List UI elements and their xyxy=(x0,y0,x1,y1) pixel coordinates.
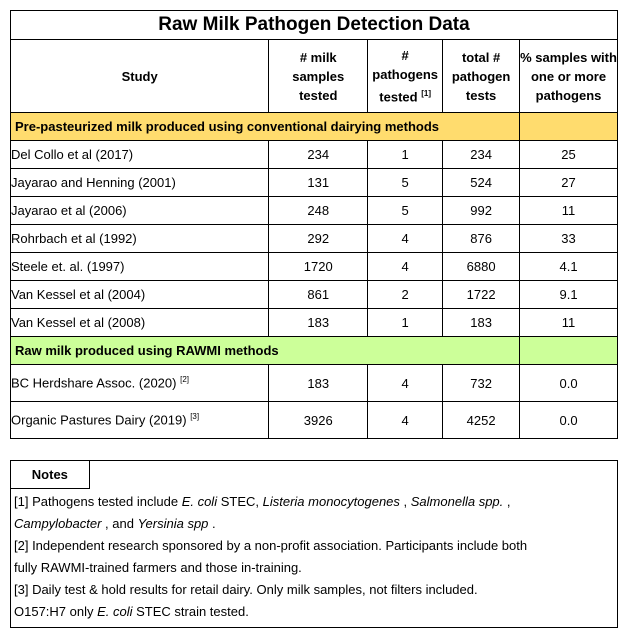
tests-cell: 4252 xyxy=(442,401,521,439)
note-2-line-2: fully RAWMI-trained farmers and those in… xyxy=(14,560,302,575)
pct-cell: 9.1 xyxy=(519,280,618,309)
pct-cell: 11 xyxy=(519,308,618,337)
samples-cell: 183 xyxy=(268,308,369,337)
pathogens-cell: 4 xyxy=(367,252,444,281)
table-row: Jayarao et al (2006) 248 5 992 11 xyxy=(9,196,618,225)
pct-cell: 0.0 xyxy=(519,401,618,439)
pathogens-cell: 5 xyxy=(367,168,444,197)
table-row: Jayarao and Henning (2001) 131 5 524 27 xyxy=(9,168,618,197)
tests-cell: 234 xyxy=(442,140,521,169)
pathogen-data-table: Raw Milk Pathogen Detection Data Study #… xyxy=(9,10,618,439)
samples-cell: 292 xyxy=(268,224,369,253)
pathogens-cell: 5 xyxy=(367,196,444,225)
section-conventional-blank xyxy=(519,112,618,141)
section-conventional: Pre-pasteurized milk produced using conv… xyxy=(9,112,618,141)
study-cell: Van Kessel et al (2004) xyxy=(9,280,270,309)
note-3: [3] Daily test & hold results for retail… xyxy=(14,582,478,597)
study-cell: Rohrbach et al (1992) xyxy=(9,224,270,253)
footnote-ref: [2] xyxy=(180,375,189,385)
pct-cell: 4.1 xyxy=(519,252,618,281)
table-row: Steele et. al. (1997) 1720 4 6880 4.1 xyxy=(9,252,618,281)
pct-cell: 27 xyxy=(519,168,618,197)
pct-cell: 11 xyxy=(519,196,618,225)
section-rawmi-blank xyxy=(519,336,618,365)
section-rawmi-label: Raw milk produced using RAWMI methods xyxy=(9,336,521,365)
header-pct: % samples with one or more pathogens xyxy=(519,39,618,113)
tests-cell: 524 xyxy=(442,168,521,197)
header-study: Study xyxy=(9,39,270,113)
section-conventional-label: Pre-pasteurized milk produced using conv… xyxy=(9,112,521,141)
study-cell: Jayarao et al (2006) xyxy=(9,196,270,225)
pct-cell: 0.0 xyxy=(519,364,618,402)
tests-cell: 732 xyxy=(442,364,521,402)
samples-cell: 1720 xyxy=(268,252,369,281)
pct-cell: 33 xyxy=(519,224,618,253)
table-title: Raw Milk Pathogen Detection Data xyxy=(10,10,618,40)
pathogens-cell: 4 xyxy=(367,401,444,439)
tests-cell: 992 xyxy=(442,196,521,225)
header-samples: # milk samples tested xyxy=(268,39,369,113)
header-tests: total # pathogen tests xyxy=(442,39,521,113)
pct-cell: 25 xyxy=(519,140,618,169)
section-rawmi: Raw milk produced using RAWMI methods xyxy=(9,336,618,365)
samples-cell: 234 xyxy=(268,140,369,169)
tests-cell: 1722 xyxy=(442,280,521,309)
table-row: Rohrbach et al (1992) 292 4 876 33 xyxy=(9,224,618,253)
table-row: Van Kessel et al (2004) 861 2 1722 9.1 xyxy=(9,280,618,309)
study-cell: Jayarao and Henning (2001) xyxy=(9,168,270,197)
samples-cell: 248 xyxy=(268,196,369,225)
samples-cell: 3926 xyxy=(268,401,369,439)
notes-heading-blank xyxy=(88,460,619,489)
study-cell: Del Collo et al (2017) xyxy=(9,140,270,169)
samples-cell: 183 xyxy=(268,364,369,402)
note-2-line-1: [2] Independent research sponsored by a … xyxy=(14,538,528,553)
pathogens-cell: 4 xyxy=(367,364,444,402)
pathogens-cell: 1 xyxy=(367,308,444,337)
pathogens-cell: 2 xyxy=(367,280,444,309)
header-row: Study # milk samples tested # pathogens … xyxy=(9,39,618,113)
table-row: Organic Pastures Dairy (2019) [3] 3926 4 42… xyxy=(9,401,618,439)
table-row: Del Collo et al (2017) 234 1 234 25 xyxy=(9,140,618,169)
tests-cell: 183 xyxy=(442,308,521,337)
note-1-line-1: [1] Pathogens tested include E. coli STE… xyxy=(14,494,511,509)
study-cell: Van Kessel et al (2008) xyxy=(9,308,270,337)
tests-cell: 876 xyxy=(442,224,521,253)
notes-body: [1] Pathogens tested include E. coli STE… xyxy=(10,488,618,628)
table-row: Van Kessel et al (2008) 183 1 183 11 xyxy=(9,308,618,337)
samples-cell: 861 xyxy=(268,280,369,309)
note-1-line-2: Campylobacter , and Yersinia spp . xyxy=(14,516,216,531)
footnote-ref: [3] xyxy=(190,412,200,422)
pathogens-cell: 4 xyxy=(367,224,444,253)
pathogens-cell: 1 xyxy=(367,140,444,169)
table-row: BC Herdshare Assoc. (2020) [2] 183 4 732 0.0 xyxy=(9,364,618,402)
notes-table: Notes [1] Pathogens tested include E. co… xyxy=(10,460,619,628)
tests-cell: 6880 xyxy=(442,252,521,281)
study-cell: BC Herdshare Assoc. (2020) [2] xyxy=(9,364,270,402)
header-pathogens: # pathogens tested [1] xyxy=(367,39,444,113)
notes-heading: Notes xyxy=(10,460,90,489)
study-cell: Organic Pastures Dairy (2019) [3] xyxy=(9,401,270,439)
footnote-ref-1: [1] xyxy=(421,88,431,98)
samples-cell: 131 xyxy=(268,168,369,197)
study-cell: Steele et. al. (1997) xyxy=(9,252,270,281)
note-4: O157:H7 only E. coli STEC strain tested. xyxy=(14,604,249,619)
